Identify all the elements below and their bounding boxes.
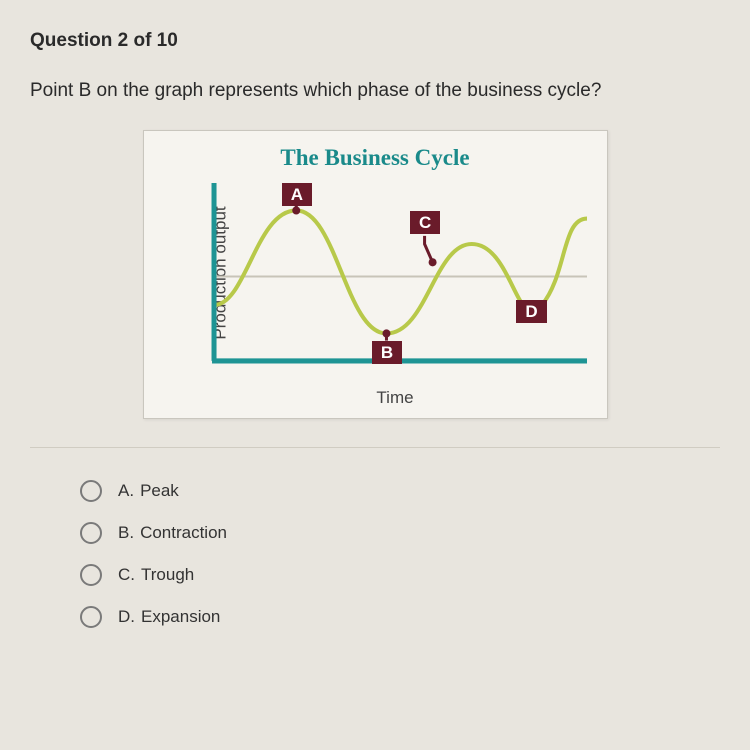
chart-svg [206, 183, 587, 366]
option-key: C. [118, 565, 135, 585]
radio-icon [80, 480, 102, 502]
option-text: Expansion [141, 607, 220, 627]
option-text: Contraction [140, 523, 227, 543]
point-label-d: D [516, 300, 546, 323]
point-label-c: C [410, 211, 440, 234]
question-text: Point B on the graph represents which ph… [30, 80, 720, 102]
question-number: Question 2 of 10 [30, 30, 720, 52]
option-c[interactable]: C. Trough [80, 564, 720, 586]
label-connector [424, 236, 432, 262]
point-label-a: A [282, 183, 312, 206]
chart-area: Production output ACBD [158, 179, 593, 384]
option-a[interactable]: A. Peak [80, 480, 720, 502]
option-b[interactable]: B. Contraction [80, 522, 720, 544]
data-point [428, 258, 436, 266]
radio-icon [80, 606, 102, 628]
chart-title: The Business Cycle [158, 145, 593, 171]
business-cycle-chart: The Business Cycle Production output ACB… [143, 130, 608, 419]
chart-plot: A C B D [206, 183, 587, 366]
option-d[interactable]: D. Expansion [80, 606, 720, 628]
option-text: Peak [140, 481, 179, 501]
x-axis-label: Time [158, 388, 593, 408]
option-key: D. [118, 607, 135, 627]
option-text: Trough [141, 565, 194, 585]
radio-icon [80, 522, 102, 544]
data-point [382, 329, 390, 337]
answer-options: A. Peak B. Contraction C. Trough D. Expa… [30, 447, 720, 628]
data-point [292, 206, 300, 214]
option-key: B. [118, 523, 134, 543]
point-label-b: B [372, 341, 402, 364]
radio-icon [80, 564, 102, 586]
option-key: A. [118, 481, 134, 501]
